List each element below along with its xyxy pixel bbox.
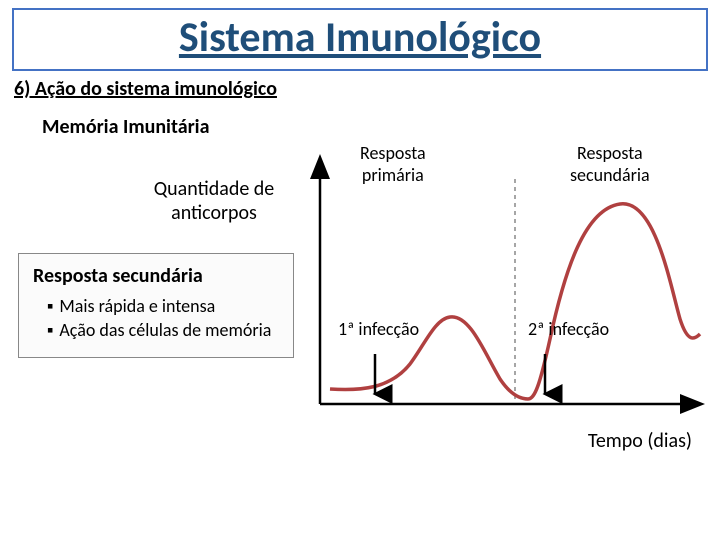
subheading: Memória Imunitária [42, 115, 706, 139]
ylabel-line2: anticorpos [171, 201, 257, 225]
left-column: Quantidade de anticorpos Resposta secund… [0, 149, 300, 449]
section-heading: 6) Ação do sistema imunológico [14, 77, 706, 101]
label-2a-infeccao: 2ª infecção [528, 319, 609, 341]
info-box: Resposta secundária Mais rápida e intens… [18, 253, 294, 358]
label-resposta-secundaria: Resposta secundária [570, 143, 650, 186]
info-bullet-1: Mais rápida e intensa [47, 294, 279, 318]
chart-svg [300, 149, 710, 449]
content-row: Quantidade de anticorpos Resposta secund… [0, 149, 720, 449]
ylabel-line1: Quantidade de [154, 177, 275, 201]
info-box-list: Mais rápida e intensa Ação das células d… [47, 294, 279, 343]
page-title: Sistema Imunológico [14, 12, 706, 63]
title-box: Sistema Imunológico [12, 8, 708, 71]
x-axis-label: Tempo (dias) [588, 429, 692, 453]
label-1a-infeccao: 1ª infecção [338, 319, 419, 341]
y-axis-label: Quantidade de anticorpos [128, 177, 300, 225]
chart-area: Resposta primária Resposta secundária [300, 149, 720, 449]
label-resposta-primaria: Resposta primária [360, 143, 426, 186]
info-box-heading: Resposta secundária [33, 264, 279, 288]
info-bullet-2: Ação das células de memória [47, 318, 279, 342]
